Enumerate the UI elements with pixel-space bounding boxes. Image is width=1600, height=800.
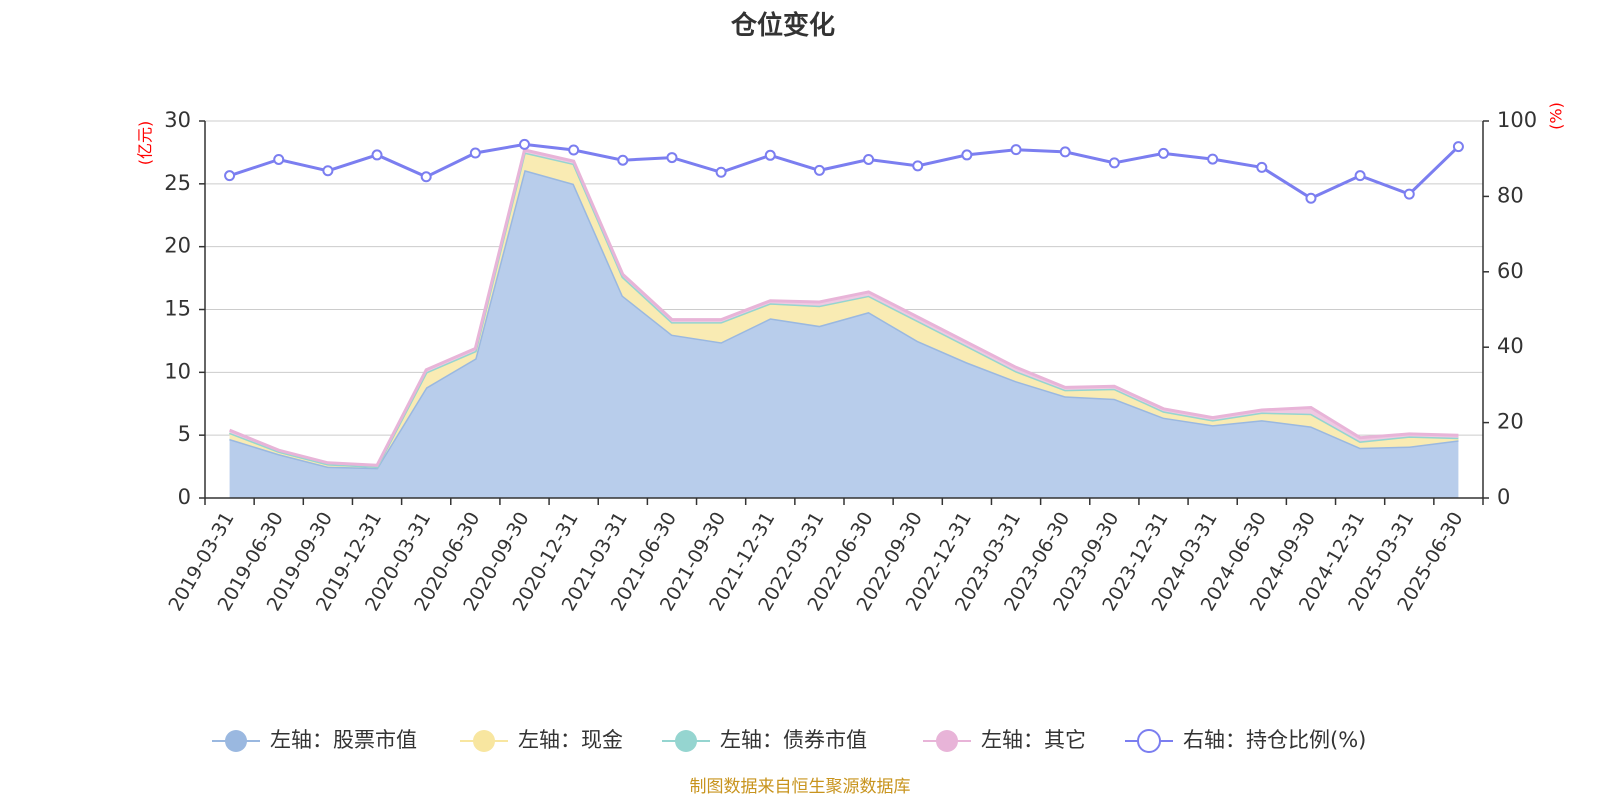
legend-marker	[675, 730, 697, 752]
ratio-point	[519, 138, 530, 150]
legend-item: 右轴：持仓比例(%)	[1125, 728, 1366, 753]
right-axis-tick-label: 40	[1497, 334, 1524, 358]
left-axis-tick-label: 15	[164, 297, 191, 321]
ratio-point	[273, 153, 285, 165]
ratio-series	[224, 138, 1464, 204]
ratio-point	[764, 149, 776, 161]
legend-label: 右轴：持仓比例(%)	[1183, 728, 1366, 752]
ratio-point	[224, 170, 236, 182]
left-axis-tick-label: 5	[178, 422, 191, 446]
legend-marker	[936, 730, 958, 752]
legend-label: 左轴：股票市值	[270, 728, 417, 752]
left-axis-tick-label: 10	[164, 359, 191, 383]
ratio-point	[617, 154, 629, 166]
ratio-point	[1354, 170, 1366, 182]
ratio-point	[371, 149, 383, 161]
chart-title: 仓位变化	[730, 10, 835, 41]
ratio-point	[715, 166, 727, 178]
ratio-point	[863, 153, 875, 165]
left-axis-unit: (亿元)	[136, 121, 155, 166]
area-layers	[229, 148, 1459, 498]
area-line-左轴：其它	[229, 148, 1459, 467]
left-axis-tick-label: 30	[164, 108, 191, 132]
ratio-point	[961, 149, 973, 161]
ratio-point	[1305, 192, 1317, 204]
data-source-note: 制图数据来自恒生聚源数据库	[690, 777, 911, 797]
ratio-point	[568, 144, 580, 156]
legend-label: 左轴：现金	[518, 728, 623, 752]
legend-label: 左轴：其它	[981, 728, 1086, 752]
right-axis-tick-label: 100	[1497, 108, 1537, 132]
legend-item: 左轴：现金	[460, 728, 623, 752]
ratio-point	[1108, 157, 1120, 169]
ratio-point	[1010, 144, 1022, 156]
ratio-point	[666, 152, 678, 164]
right-axis-tick-label: 0	[1497, 485, 1510, 509]
ratio-point	[420, 171, 432, 183]
legend-item: 左轴：债券市值	[662, 728, 867, 752]
ratio-point	[1256, 161, 1268, 173]
legend-marker	[1137, 729, 1161, 753]
legend-marker	[225, 730, 247, 752]
right-axis-tick-label: 20	[1497, 410, 1524, 434]
legend: 左轴：股票市值 左轴：现金 左轴：债券市值 左轴：其它 右轴：持仓比例(%)	[212, 728, 1366, 753]
ratio-point	[1207, 153, 1219, 165]
legend-item: 左轴：股票市值	[212, 728, 417, 752]
left-axis-tick-label: 20	[164, 234, 191, 258]
ratio-line	[229, 142, 1460, 201]
ratio-point	[1059, 146, 1071, 158]
area-左轴：股票市值	[229, 170, 1459, 498]
right-axis-tick-label: 80	[1497, 183, 1524, 207]
legend-marker	[473, 730, 495, 752]
ratio-point	[1158, 147, 1169, 159]
ratio-point	[322, 165, 334, 177]
left-axis-tick-label: 0	[178, 485, 191, 509]
ratio-point	[469, 147, 481, 159]
ratio-point	[813, 164, 825, 176]
right-axis-unit: (%)	[1547, 102, 1566, 130]
right-axis-tick-label: 60	[1497, 259, 1524, 283]
left-axis-tick-label: 25	[164, 171, 191, 195]
ratio-point	[1452, 141, 1464, 153]
ratio-point	[912, 160, 924, 172]
area-左轴：现金	[229, 152, 1459, 468]
ratio-point	[1403, 188, 1415, 200]
legend-label: 左轴：债券市值	[720, 728, 867, 752]
legend-item: 左轴：其它	[923, 728, 1086, 752]
